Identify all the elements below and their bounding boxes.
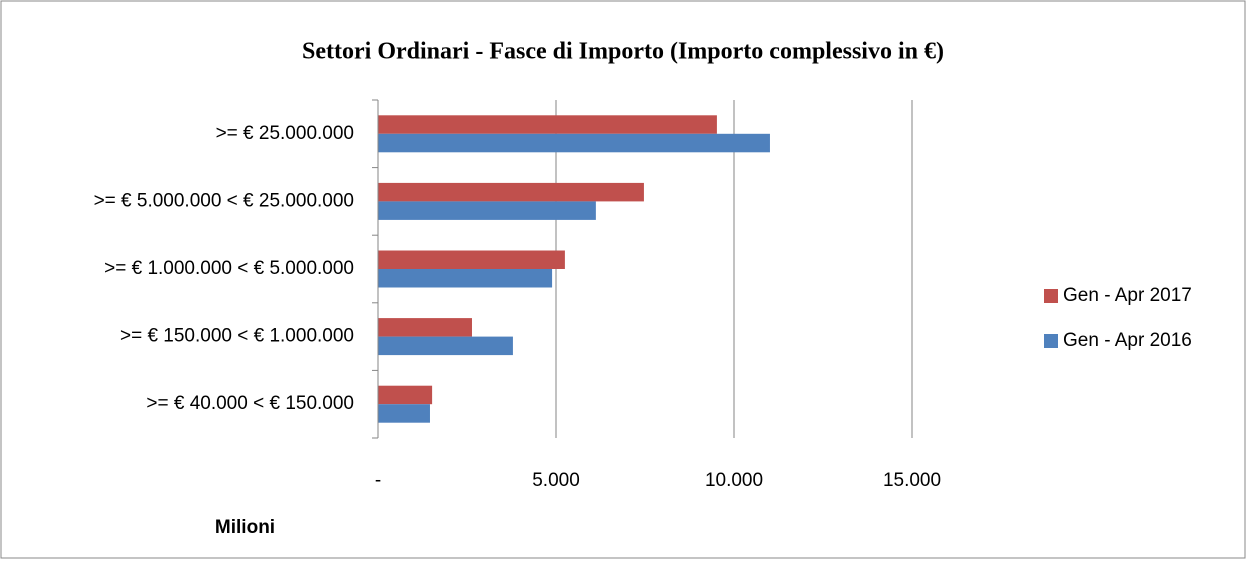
- bar: [378, 318, 472, 337]
- bar: [378, 182, 644, 202]
- y-tick-label: >= € 150.000 < € 1.000.000: [120, 326, 354, 347]
- x-tick-label: 15.000: [883, 470, 941, 491]
- bar: [378, 404, 430, 423]
- bar: [378, 201, 596, 220]
- y-tick-label: >= € 40.000 < € 150.000: [146, 393, 354, 414]
- x-tick-label: -: [375, 470, 381, 491]
- x-tick-label: 5.000: [532, 470, 580, 491]
- y-tick-label: >= € 5.000.000 < € 25.000.000: [94, 190, 354, 211]
- bar: [378, 133, 770, 153]
- chart-title: Settori Ordinari - Fasce di Importo (Imp…: [302, 39, 944, 65]
- legend-swatch: [1044, 334, 1058, 348]
- bar: [378, 385, 433, 405]
- legend-label: Gen - Apr 2016: [1063, 330, 1192, 351]
- bar: [378, 250, 565, 269]
- bar: [378, 336, 513, 356]
- y-tick-label: >= € 1.000.000 < € 5.000.000: [104, 258, 354, 279]
- y-tick-label: >= € 25.000.000: [216, 123, 354, 144]
- bar: [378, 115, 717, 134]
- bar: [378, 269, 553, 288]
- x-axis-label: Milioni: [215, 517, 275, 538]
- legend-label: Gen - Apr 2017: [1063, 285, 1192, 306]
- legend-swatch: [1044, 289, 1058, 303]
- x-tick-label: 10.000: [705, 470, 763, 491]
